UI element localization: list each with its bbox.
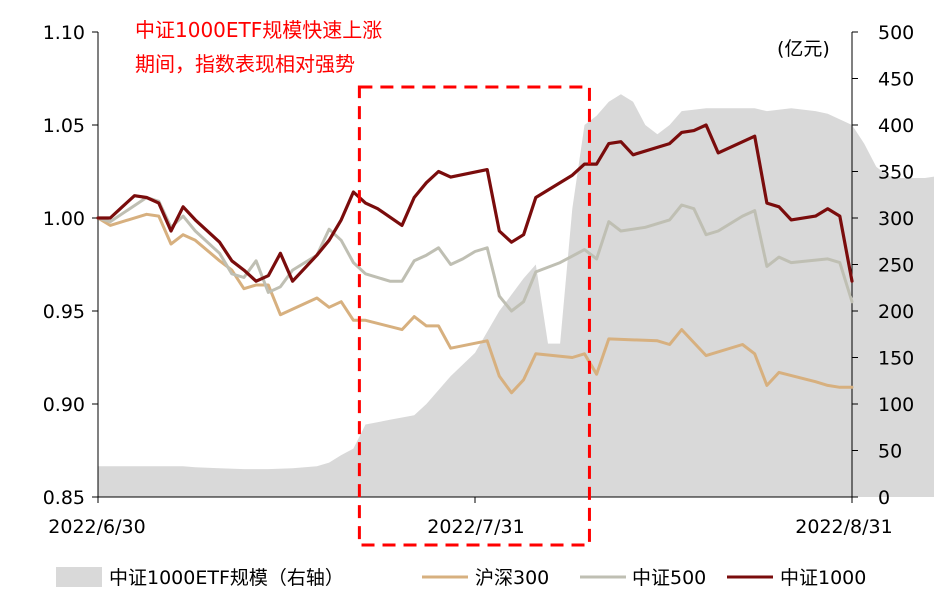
- tick-labels-layer: 0.85 0.90 0.95 1.00 1.05 1.10 0 50 100 150 200 250 3…: [43, 22, 915, 538]
- legend-label-csi500: 中证500: [632, 567, 706, 589]
- right-tick-label: 350: [878, 162, 914, 184]
- right-tick-label: 200: [878, 301, 914, 323]
- right-tick-label: 500: [878, 22, 914, 44]
- series-area-etf-scale: [98, 94, 934, 497]
- highlight-period-box-layer: [357, 85, 591, 547]
- series-line-hs300: [96, 212, 854, 395]
- right-axis-unit-label: (亿元): [777, 38, 830, 60]
- left-tick-label: 1.00: [43, 208, 85, 230]
- right-tick-label: 50: [878, 441, 902, 463]
- axes: [92, 31, 858, 503]
- left-tick-label: 0.90: [43, 394, 85, 416]
- x-tick-label: 2022/6/30: [48, 516, 145, 538]
- series-line-csi1000: [96, 123, 854, 283]
- right-tick-label: 450: [878, 69, 914, 91]
- annotation-line-1: 中证1000ETF规模快速上涨: [135, 18, 382, 42]
- right-tick-label: 0: [878, 487, 890, 509]
- legend-label-area: 中证1000ETF规模（右轴）: [109, 567, 344, 589]
- highlight-period-box: [357, 85, 591, 547]
- series-line-csi500: [96, 196, 854, 313]
- annotation-line-2: 期间，指数表现相对强势: [135, 52, 355, 76]
- legend-label-hs300: 沪深300: [475, 567, 549, 589]
- right-tick-label: 150: [878, 348, 914, 370]
- left-tick-label: 1.05: [43, 115, 85, 137]
- left-tick-label: 0.95: [43, 301, 85, 323]
- right-tick-label: 300: [878, 208, 914, 230]
- legend-label-csi1000: 中证1000: [780, 567, 866, 589]
- left-tick-label: 1.10: [43, 22, 85, 44]
- legend-swatch-area: [56, 567, 102, 587]
- scale-series-area-layer: [98, 94, 934, 497]
- x-tick-label: 2022/7/31: [427, 516, 524, 538]
- legend: 中证1000ETF规模（右轴） 沪深300 中证500 中证1000: [56, 567, 866, 589]
- right-tick-label: 400: [878, 115, 914, 137]
- right-tick-label: 100: [878, 394, 914, 416]
- left-tick-label: 0.85: [43, 487, 85, 509]
- right-tick-label: 250: [878, 255, 914, 277]
- x-tick-label: 2022/8/31: [795, 516, 892, 538]
- index-lines-layer: [96, 123, 854, 395]
